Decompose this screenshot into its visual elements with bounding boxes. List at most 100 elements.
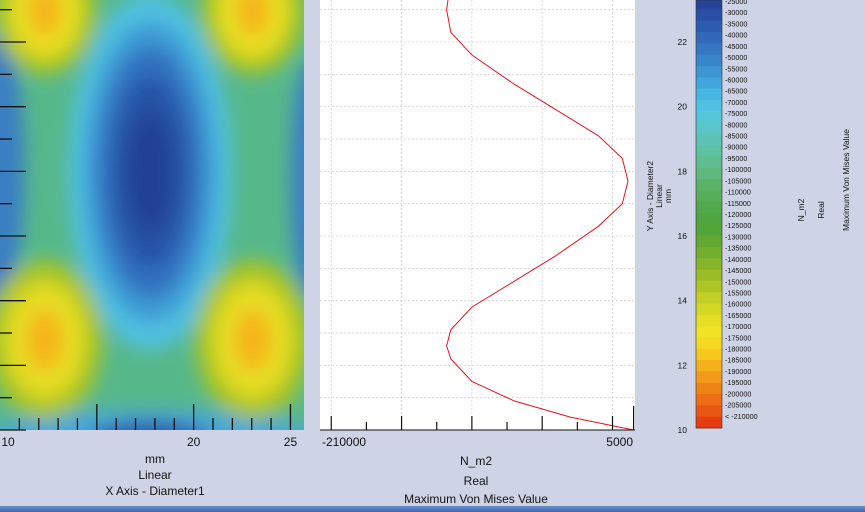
colorbar-swatch — [696, 292, 722, 304]
colorbar-swatch — [696, 371, 722, 384]
line-grid — [320, 0, 635, 430]
colorbar-level-label: -30000 — [725, 8, 747, 17]
colorbar-swatch — [696, 0, 722, 10]
colorbar-swatch — [696, 326, 722, 338]
colorbar — [695, 0, 723, 429]
colorbar-swatch — [696, 246, 722, 259]
colorbar-legend: 10 12 14 16 18 20 22 Y Axis - Diameter2 Linear… — [641, 0, 865, 508]
colorbar-swatch — [696, 31, 722, 44]
colorbar-swatch — [696, 54, 722, 67]
y-tick-label: 16 — [678, 231, 688, 241]
colorbar-level-label: -115000 — [725, 199, 751, 208]
colorbar-level-label: -25000 — [725, 0, 747, 6]
colorbar-swatch — [696, 314, 722, 327]
line-xlabel: Maximum Von Mises Value — [404, 492, 548, 506]
colorbar-level-label: -160000 — [725, 300, 751, 309]
colorbar-swatch — [696, 201, 722, 214]
y-axis-scale: Linear — [654, 184, 664, 208]
colorbar-swatch — [696, 416, 722, 429]
colorbar-swatch — [696, 88, 722, 101]
colorbar-swatch — [696, 65, 722, 78]
colorbar-swatch — [696, 224, 722, 237]
colorbar-level-label: -85000 — [725, 132, 747, 141]
colorbar-level-label: -50000 — [725, 53, 747, 62]
colorbar-level-label: -145000 — [725, 266, 751, 275]
colorbar-swatch — [696, 122, 722, 135]
contour-plot: 10 20 25 mm Linear X Axis - Diameter1 — [0, 0, 315, 508]
legend-unit: N_m2 — [796, 198, 806, 221]
colorbar-swatch — [696, 360, 722, 372]
colorbar-swatch — [696, 43, 722, 55]
colorbar-border — [695, 0, 723, 429]
colorbar-swatch — [696, 156, 722, 169]
colorbar-swatch — [696, 394, 722, 406]
contour-x-axis: 10 20 25 — [1, 404, 297, 449]
colorbar-swatch — [696, 235, 722, 248]
colorbar-level-label: -180000 — [725, 345, 751, 354]
colorbar-swatch — [696, 348, 722, 361]
colorbar-level-label: -140000 — [725, 255, 751, 264]
colorbar-level-label: -65000 — [725, 87, 747, 96]
colorbar-level-label: -175000 — [725, 333, 751, 342]
colorbar-level-label: -75000 — [725, 109, 747, 118]
colorbar-swatch — [696, 133, 722, 146]
colorbar-swatch — [696, 405, 722, 418]
colorbar-level-label: -60000 — [725, 75, 747, 84]
colorbar-level-label: -200000 — [725, 389, 751, 398]
colorbar-swatch — [696, 269, 722, 282]
y-tick-label: 12 — [678, 360, 688, 370]
colorbar-swatch — [696, 179, 722, 191]
y-axis-ticks: 10 12 14 16 18 20 22 — [678, 37, 688, 435]
y-tick-label: 10 — [678, 425, 688, 435]
colorbar-level-label: -120000 — [725, 210, 751, 219]
y-tick-label: 14 — [678, 296, 688, 306]
colorbar-swatch — [696, 280, 722, 293]
colorbar-level-label: -185000 — [725, 356, 751, 365]
colorbar-level-label: -170000 — [725, 322, 751, 331]
colorbar-level-label: -80000 — [725, 120, 747, 129]
contour-xlabel-unit: mm — [145, 452, 165, 466]
colorbar-swatch — [696, 20, 722, 33]
colorbar-level-label: -205000 — [725, 401, 751, 410]
y-tick-label: 18 — [678, 166, 688, 176]
contour-xlabel: X Axis - Diameter1 — [105, 484, 205, 498]
y-tick-label: 22 — [678, 37, 688, 47]
legend-title: Maximum Von Mises Value — [841, 129, 851, 231]
colorbar-level-label: -70000 — [725, 98, 747, 107]
window-bottom-bar — [0, 506, 865, 512]
y-axis-unit: mm — [663, 189, 673, 203]
line-x-tick-label: 5000 — [606, 435, 633, 449]
colorbar-level-label: -150000 — [725, 277, 751, 286]
line-x-tick-label: -210000 — [322, 435, 366, 449]
colorbar-swatch — [696, 145, 722, 157]
colorbar-swatch — [696, 9, 722, 22]
colorbar-swatch — [696, 213, 722, 225]
colorbar-swatch — [696, 111, 722, 123]
colorbar-swatch — [696, 77, 722, 89]
colorbar-swatch — [696, 303, 722, 316]
colorbar-level-label: -155000 — [725, 288, 751, 297]
contour-x-tick-label: 25 — [284, 435, 298, 449]
colorbar-swatch — [696, 258, 722, 270]
colorbar-level-label: -35000 — [725, 19, 747, 28]
colorbar-level-label: < -210000 — [725, 412, 758, 421]
contour-y-ticks — [0, 9, 26, 431]
colorbar-swatch — [696, 99, 722, 112]
colorbar-swatch — [696, 167, 722, 180]
line-x-axis: -210000 5000 — [320, 406, 635, 449]
colorbar-level-label: -195000 — [725, 378, 751, 387]
colorbar-level-label: -95000 — [725, 154, 747, 163]
legend-scale: Real — [816, 201, 826, 219]
colorbar-level-label: -105000 — [725, 176, 751, 185]
contour-xlabel-scale: Linear — [138, 468, 171, 482]
colorbar-level-label: -45000 — [725, 42, 747, 51]
series-line — [446, 0, 634, 431]
colorbar-level-label: -165000 — [725, 311, 751, 320]
colorbar-level-label: -130000 — [725, 232, 751, 241]
colorbar-labels: -25000 -30000 -35000 -40000 -45000 -50000 -550… — [725, 0, 758, 421]
heatmap-field — [0, 0, 315, 470]
y-axis-label: Y Axis - Diameter2 — [645, 161, 655, 232]
colorbar-swatch — [696, 190, 722, 203]
contour-x-tick-label: 20 — [187, 435, 201, 449]
colorbar-level-label: -190000 — [725, 367, 751, 376]
